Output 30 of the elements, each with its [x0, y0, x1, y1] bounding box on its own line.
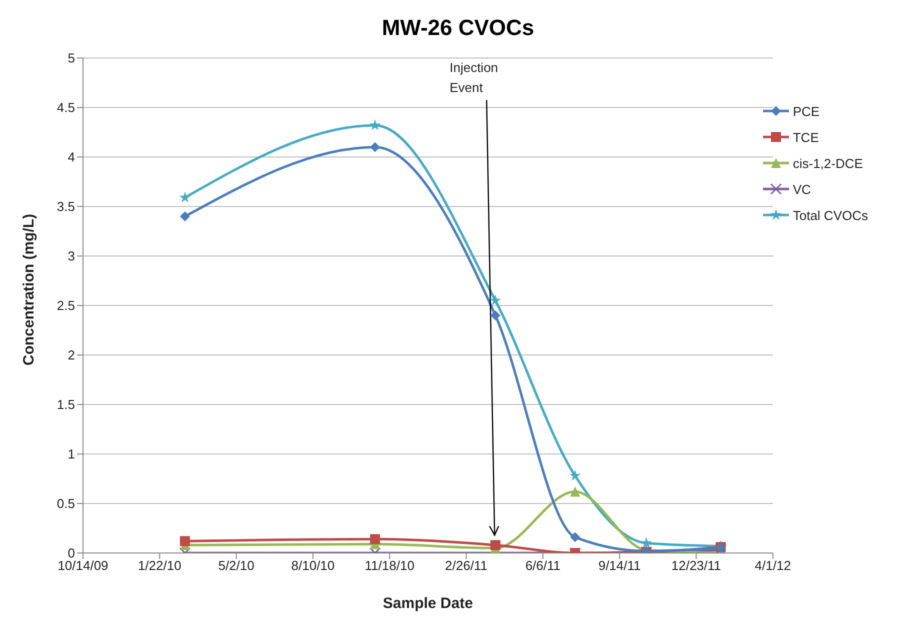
x-tick-label: 6/6/11	[525, 558, 560, 574]
x-tick-label: 12/23/11	[671, 558, 722, 574]
chart-title: MW-26 CVOCs	[380, 14, 536, 42]
x-axis-title: Sample Date	[382, 595, 473, 612]
x-tick-label: 1/22/10	[138, 558, 182, 574]
y-axis-title: Concentration (mg/L)	[20, 214, 38, 366]
legend-label: Total CVOCs	[792, 208, 868, 222]
x-tick-label: 9/14/11	[598, 558, 641, 574]
y-tick-label: 2.5	[56, 298, 75, 314]
legend-label: TCE	[792, 130, 819, 144]
x-tick-label: 10/14/09	[58, 558, 108, 574]
y-tick-label: 1	[68, 446, 75, 462]
y-tick-label: 0.5	[56, 496, 75, 512]
y-tick-label: 4.5	[56, 100, 75, 116]
x-tick-label: 8/10/10	[291, 558, 335, 574]
y-tick-label: 4	[68, 150, 75, 165]
x-tick-label: 5/2/10	[218, 558, 254, 574]
x-tick-label: 4/1/12	[754, 558, 791, 574]
legend-label: VC	[792, 182, 811, 196]
annotation: Injection Event	[450, 60, 498, 95]
y-tick-label: 5	[68, 50, 75, 66]
y-tick-label: 0	[68, 546, 75, 561]
x-tick-label: 11/18/10	[364, 558, 414, 574]
legend-label: cis-1,2-DCE	[792, 156, 863, 170]
y-tick-label: 2	[68, 348, 75, 363]
y-tick-label: 3	[68, 248, 75, 264]
y-tick-label: 1.5	[56, 397, 75, 412]
y-tick-label: 3.5	[56, 199, 75, 214]
legend-label: PCE	[792, 104, 820, 118]
x-tick-label: 2/26/11	[445, 558, 488, 574]
